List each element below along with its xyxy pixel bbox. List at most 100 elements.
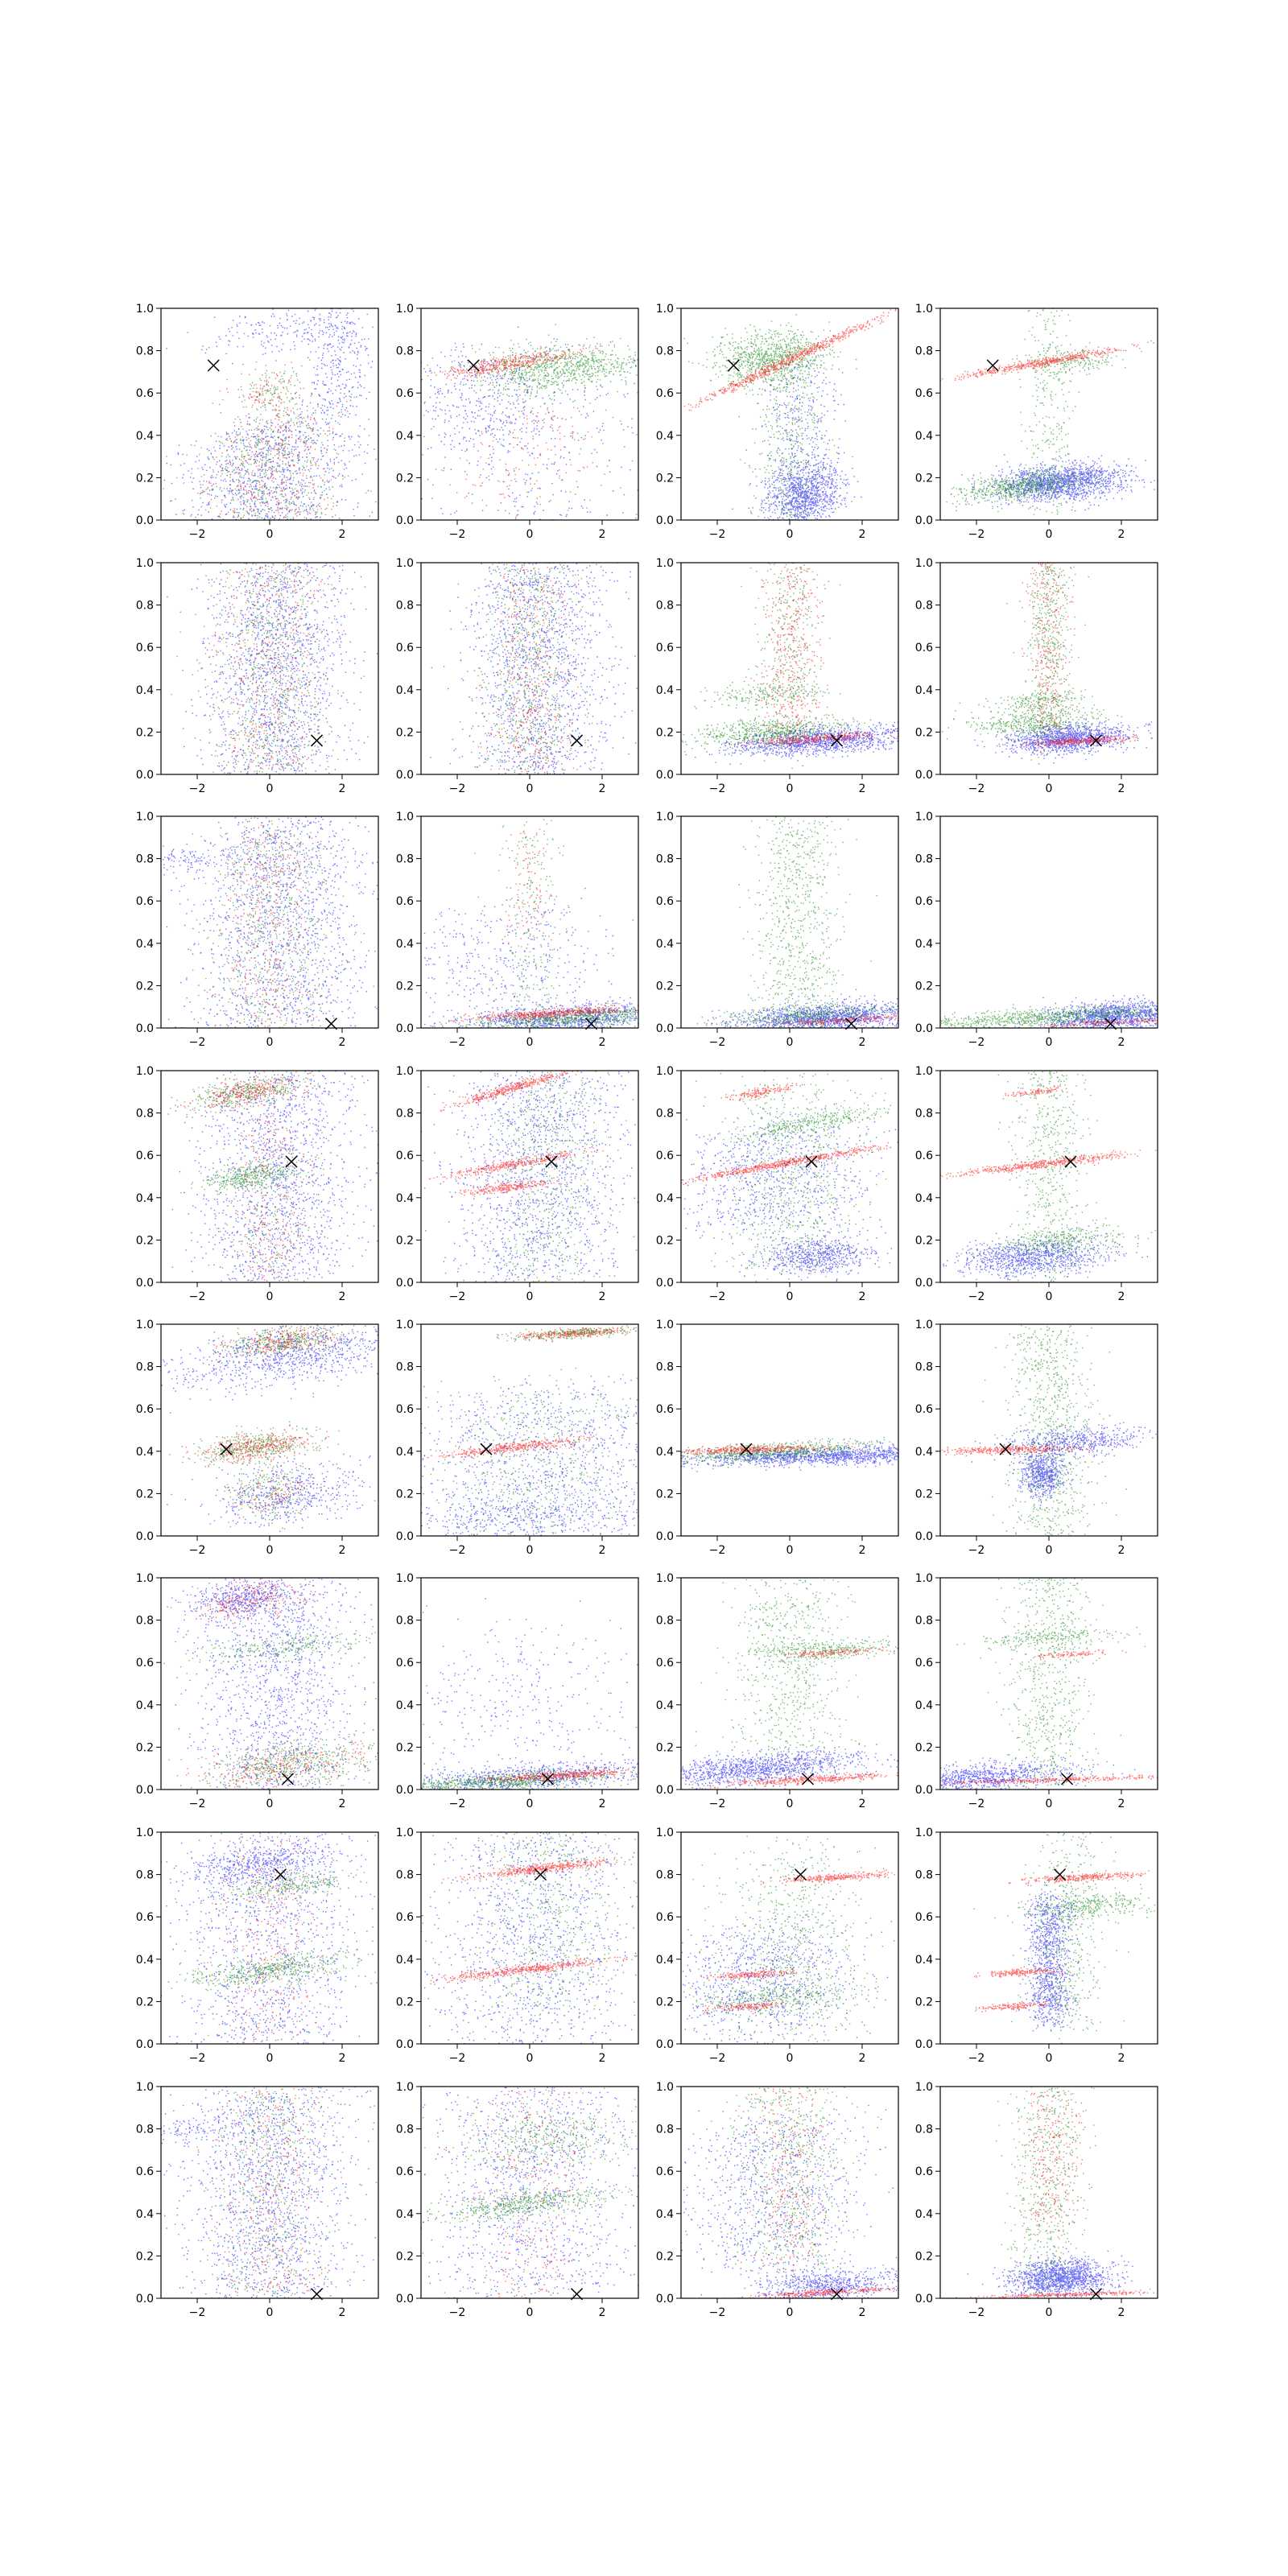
series-blue-points	[933, 1756, 1135, 1795]
x-tick-label: 0	[266, 2306, 274, 2319]
subplot-r8-c2: −2 0 20.00.20.40.60.81.0	[396, 2081, 646, 2319]
series-red-points	[166, 360, 355, 526]
y-tick-label: 0.2	[915, 980, 933, 993]
x-tick-label: −2	[709, 2052, 726, 2065]
y-tick-label: 0.4	[656, 1192, 674, 1205]
x-tick-label: 2	[859, 782, 866, 795]
y-tick-label: 1.0	[136, 2081, 154, 2094]
y-tick-label: 0.8	[656, 853, 674, 866]
x-tick-label: 0	[786, 2052, 794, 2065]
x-tick-label: 2	[1118, 2306, 1125, 2319]
series-red-points	[414, 1857, 637, 1985]
x-tick-label: 0	[786, 1036, 794, 1049]
y-tick-label: 0.6	[656, 387, 674, 400]
x-tick-label: 0	[526, 2052, 534, 2065]
series-red	[414, 1857, 637, 1985]
y-tick-label: 0.0	[396, 1784, 414, 1797]
subplot-r6-c3: −2 0 20.00.20.40.60.81.0	[656, 1572, 906, 1810]
subplot-r3-c1: −2 0 20.00.20.40.60.81.0	[136, 811, 386, 1049]
x-tick-label: −2	[968, 528, 985, 541]
x-tick-label: −2	[968, 2052, 985, 2065]
x-tick-label: −2	[709, 528, 726, 541]
series-blue-points	[675, 2102, 905, 2303]
axes-frame	[681, 2087, 898, 2298]
scatter-points	[938, 1321, 1165, 1542]
y-tick-label: 0.4	[396, 938, 414, 951]
x-tick-label: −2	[968, 2306, 985, 2319]
scatter-points	[159, 304, 386, 525]
y-tick-label: 0.6	[915, 387, 933, 400]
axes-frame	[681, 1324, 898, 1536]
y-tick-label: 0.2	[396, 2250, 414, 2263]
y-tick-label: 0.6	[656, 895, 674, 908]
x-tick-label: 0	[786, 2306, 794, 2319]
scatter-points	[674, 1830, 903, 2049]
y-tick-label: 0.8	[656, 600, 674, 613]
y-tick-label: 1.0	[396, 557, 414, 570]
y-tick-label: 0.4	[656, 430, 674, 443]
y-tick-label: 0.4	[136, 1699, 154, 1712]
series-blue	[420, 559, 638, 779]
x-tick-label: 2	[859, 528, 866, 541]
series-red-points	[684, 307, 900, 411]
y-tick-label: 0.4	[396, 430, 414, 443]
subplot-r2-c4: −2 0 20.00.20.40.60.81.0	[915, 557, 1165, 795]
y-tick-label: 0.6	[396, 895, 414, 908]
x-tick-label: 2	[1118, 782, 1125, 795]
y-tick-label: 0.4	[915, 430, 933, 443]
series-red-points	[459, 559, 592, 780]
y-tick-label: 1.0	[656, 1319, 674, 1331]
series-red-points	[938, 2083, 1163, 2300]
x-tick-label: 0	[266, 2052, 274, 2065]
y-tick-label: 0.0	[656, 514, 674, 527]
y-tick-label: 1.0	[136, 1319, 154, 1331]
y-tick-label: 1.0	[915, 1319, 933, 1331]
scatter-points	[680, 559, 906, 769]
subplot-r5-c4: −2 0 20.00.20.40.60.81.0	[915, 1319, 1165, 1557]
x-tick-label: 2	[599, 1798, 606, 1810]
x-tick-label: −2	[189, 2306, 206, 2319]
x-tick-label: −2	[189, 1036, 206, 1049]
y-tick-label: 0.6	[136, 387, 154, 400]
x-tick-label: −2	[709, 1036, 726, 1049]
axes-frame	[681, 1832, 898, 2044]
x-marker	[546, 1156, 557, 1167]
series-blue	[414, 1598, 646, 1794]
x-tick-label: −2	[709, 2306, 726, 2319]
series-green	[956, 1574, 1159, 1794]
y-tick-label: 0.0	[136, 1530, 154, 1543]
series-green	[695, 2083, 884, 2297]
x-tick-label: −2	[449, 528, 466, 541]
y-tick-label: 0.4	[656, 1954, 674, 1967]
x-tick-label: 2	[339, 2306, 346, 2319]
scatter-points	[974, 1828, 1166, 2049]
y-tick-label: 0.4	[656, 2208, 674, 2221]
y-tick-label: 0.4	[915, 2208, 933, 2221]
y-tick-label: 1.0	[136, 1572, 154, 1585]
y-tick-label: 0.2	[915, 1741, 933, 1754]
scatter-points	[155, 1320, 387, 1537]
y-tick-label: 0.2	[136, 1741, 154, 1754]
y-tick-label: 0.6	[136, 642, 154, 654]
axes-frame	[681, 1578, 898, 1790]
y-tick-label: 0.2	[396, 472, 414, 485]
y-tick-label: 0.6	[915, 895, 933, 908]
scatter-points	[414, 1828, 646, 2049]
x-tick-label: 0	[1046, 2306, 1053, 2319]
y-tick-label: 0.6	[396, 1403, 414, 1416]
axes-frame	[681, 563, 898, 774]
x-tick-label: 2	[339, 782, 346, 795]
x-tick-label: 0	[786, 1544, 794, 1557]
y-tick-label: 0.8	[136, 1108, 154, 1121]
series-green	[463, 1067, 642, 1288]
y-tick-label: 0.6	[915, 1403, 933, 1416]
scatter-points	[933, 1067, 1158, 1284]
scatter-points	[675, 1437, 907, 1472]
series-blue-points	[159, 1574, 381, 1794]
y-tick-label: 1.0	[396, 1827, 414, 1839]
x-tick-label: 0	[1046, 782, 1053, 795]
scatter-points	[674, 1069, 906, 1287]
subplot-r3-c3: −2 0 20.00.20.40.60.81.0	[656, 811, 907, 1049]
series-blue	[155, 812, 386, 1034]
series-green	[680, 559, 868, 756]
